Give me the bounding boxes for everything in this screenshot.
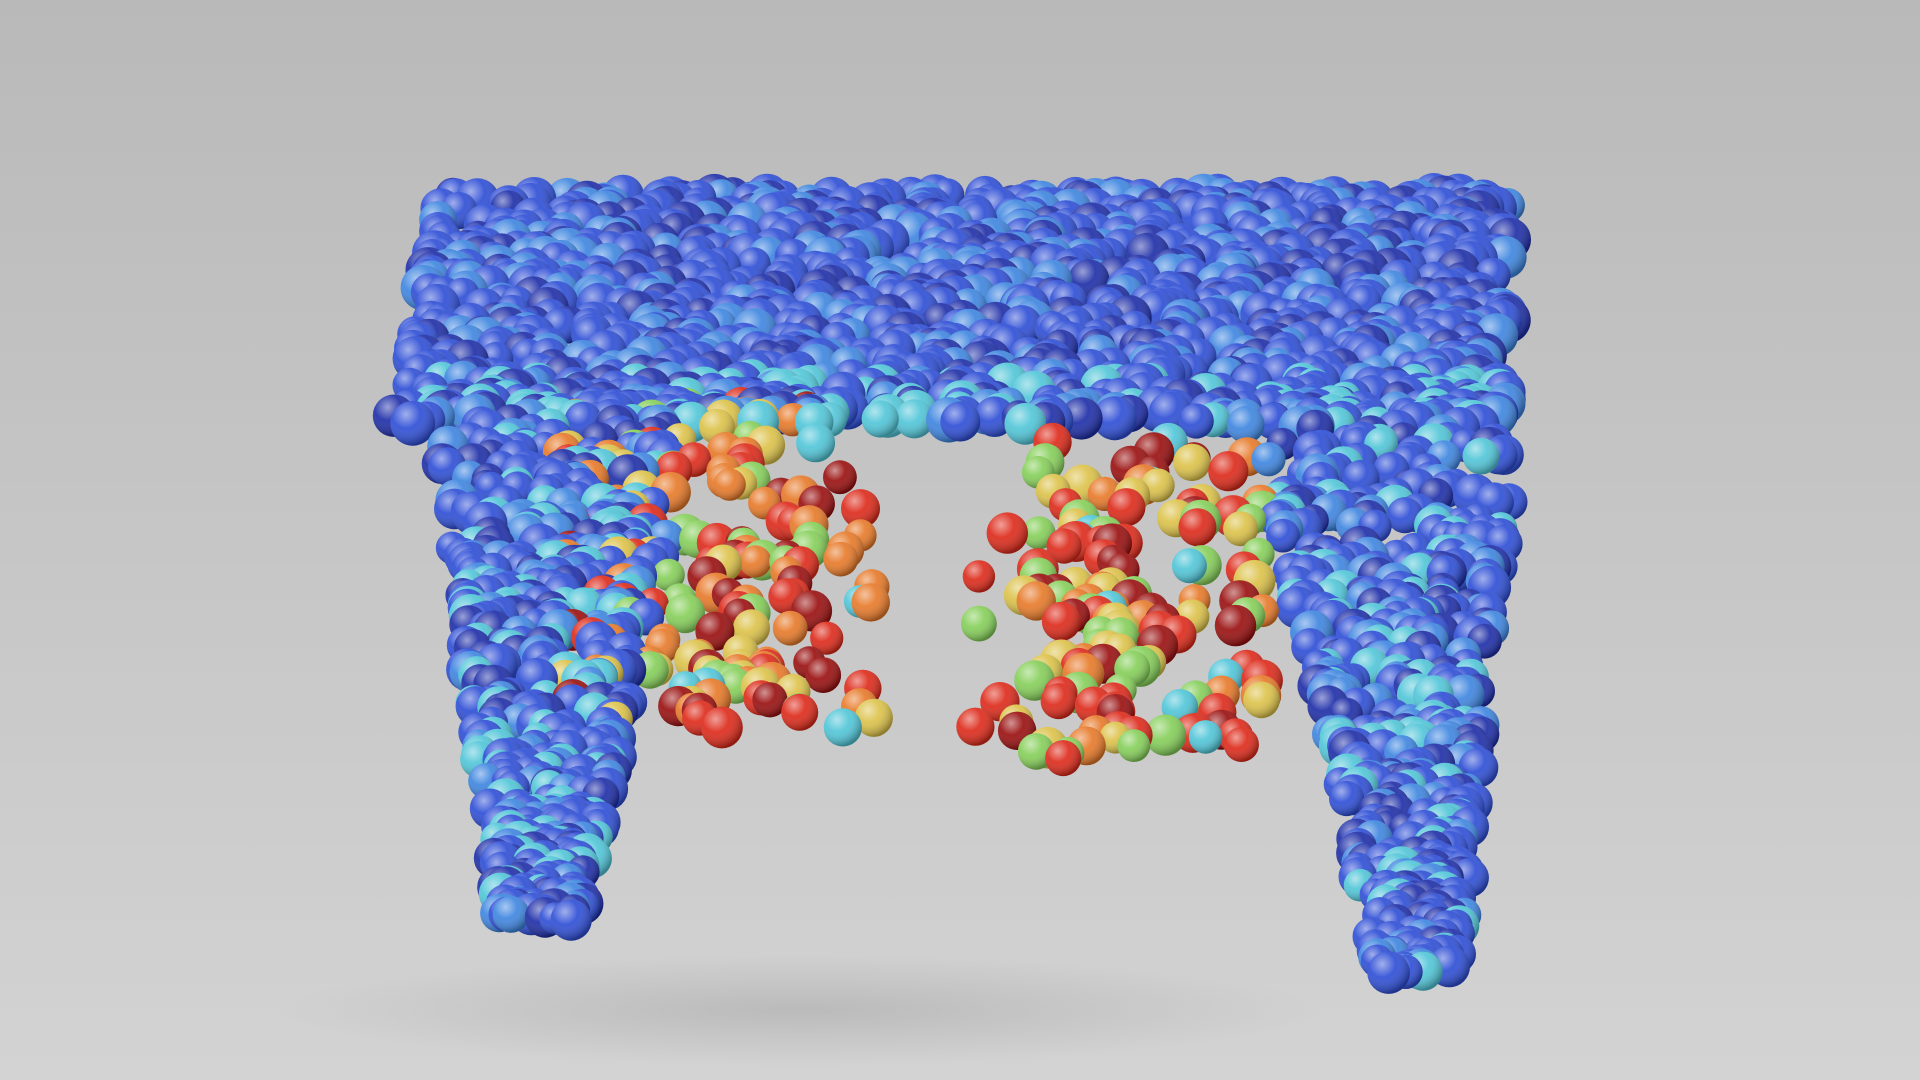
particle-sphere-shading bbox=[956, 707, 995, 746]
particle-sphere-shading bbox=[851, 583, 890, 622]
particle-sphere-shading bbox=[390, 400, 436, 446]
particle-sphere-shading bbox=[772, 610, 808, 646]
particle-sphere-shading bbox=[962, 560, 996, 593]
particle-sphere-shading bbox=[781, 693, 819, 731]
particle-sphere-shading bbox=[961, 605, 997, 642]
particle-sphere-shading bbox=[986, 512, 1028, 554]
particle-sphere-shading bbox=[1243, 681, 1280, 719]
particle-sphere-shading bbox=[1117, 729, 1151, 762]
particle-spheres bbox=[372, 173, 1531, 994]
particle-sphere-shading bbox=[823, 460, 857, 495]
particle-sphere-shading bbox=[823, 708, 862, 747]
particle-sphere-shading bbox=[1462, 437, 1500, 475]
particle-sphere-shading bbox=[1178, 508, 1217, 547]
particle-sphere-shading bbox=[1188, 720, 1223, 754]
particle-sphere-shading bbox=[940, 401, 981, 442]
particle-sphere-shading bbox=[1171, 548, 1207, 584]
particle-sphere-shading bbox=[823, 541, 859, 577]
particle-sphere-shading bbox=[701, 706, 743, 749]
floor-shadow bbox=[280, 955, 1320, 1065]
particle-sphere-shading bbox=[739, 545, 772, 578]
particle-sphere-shading bbox=[1040, 683, 1077, 720]
particle-sphere-shading bbox=[1214, 604, 1257, 647]
particle-sphere-shading bbox=[1041, 601, 1081, 641]
particle-sphere-shading bbox=[805, 657, 842, 693]
particle-sphere-shading bbox=[1208, 451, 1249, 492]
particle-sphere-shading bbox=[1251, 442, 1286, 477]
particle-sphere-shading bbox=[713, 468, 746, 501]
particle-sphere-shading bbox=[796, 423, 836, 463]
particle-sphere-shading bbox=[1173, 443, 1211, 482]
particle-sphere-shading bbox=[861, 400, 899, 438]
particle-sphere-shading bbox=[1045, 740, 1082, 777]
particle-sphere-shading bbox=[1223, 727, 1259, 762]
